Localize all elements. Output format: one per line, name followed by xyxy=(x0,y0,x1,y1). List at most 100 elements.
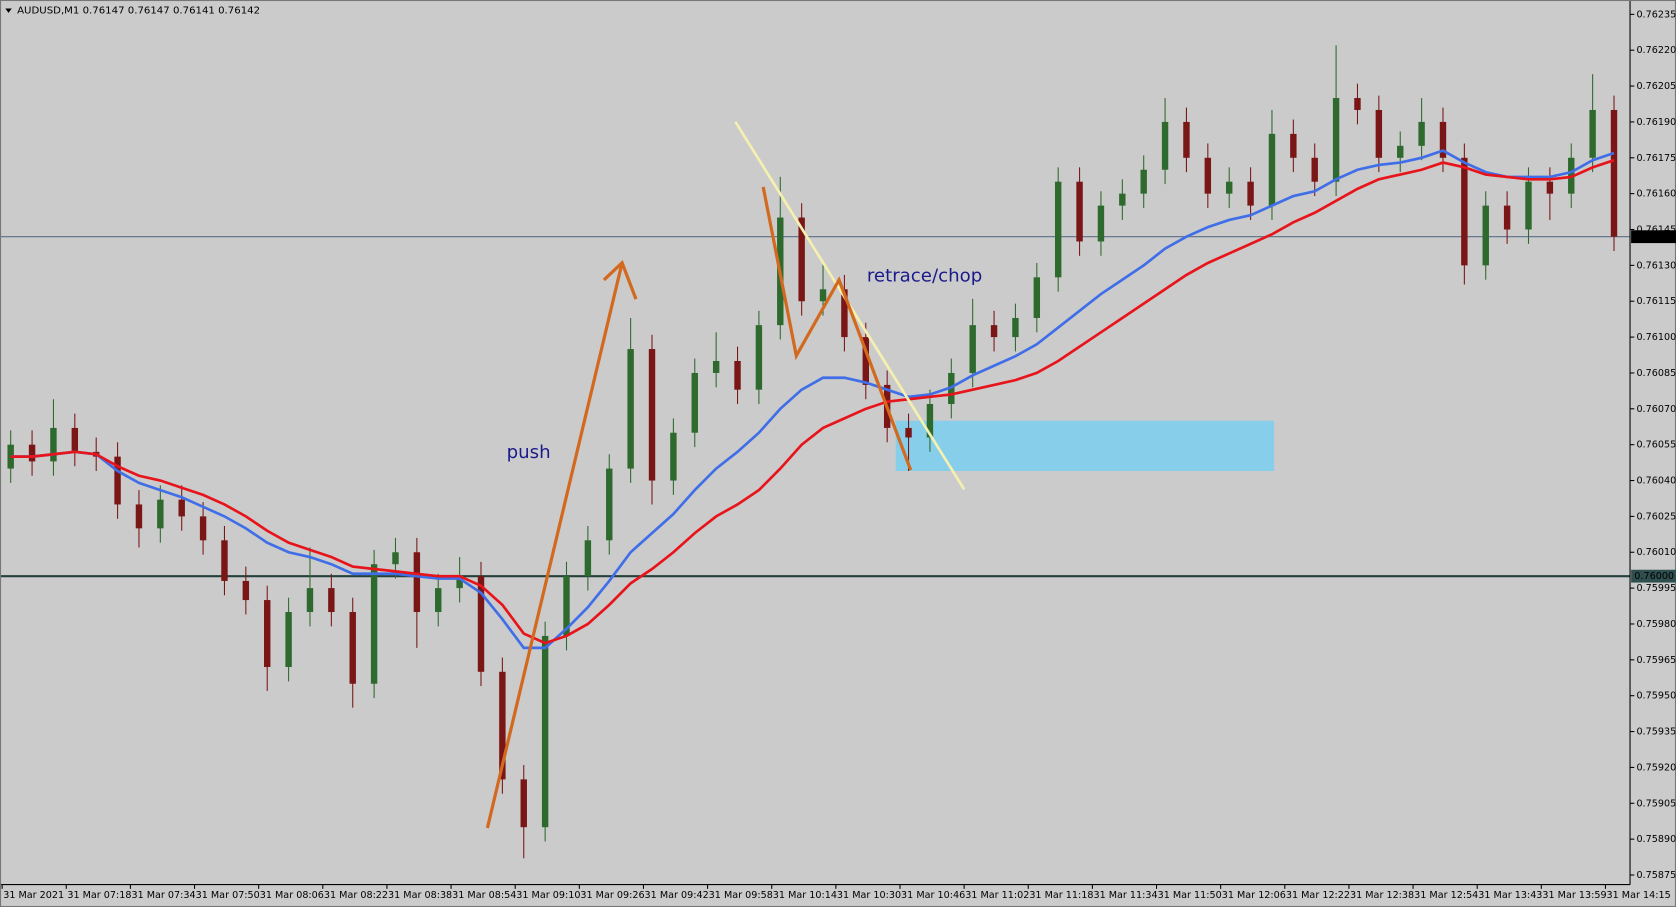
candle-body xyxy=(1076,181,1083,242)
y-tick-label: 0.76220 xyxy=(1636,45,1676,56)
candle-body xyxy=(178,499,185,517)
y-tick-label: 0.75950 xyxy=(1636,691,1676,702)
candle-body xyxy=(435,588,442,613)
candle-body xyxy=(392,552,399,565)
candle-body xyxy=(1546,181,1554,194)
candle-body xyxy=(1589,109,1596,158)
candle-body xyxy=(370,564,378,684)
moving-average xyxy=(10,158,1615,645)
candle-body xyxy=(798,217,805,302)
candle-body xyxy=(1461,157,1468,266)
y-tick-label: 0.76160 xyxy=(1636,189,1676,200)
candle-body xyxy=(264,600,271,668)
y-tick-label: 0.76205 xyxy=(1636,81,1676,92)
push-arrow-head xyxy=(602,260,638,300)
candle-body xyxy=(691,372,698,433)
x-tick-label: 31 Mar 10:46 xyxy=(901,890,965,901)
candle-body xyxy=(841,289,848,338)
y-tick-label: 0.76175 xyxy=(1636,153,1676,164)
candle-body xyxy=(28,444,36,462)
candle-body xyxy=(670,432,677,481)
candle-body xyxy=(114,456,121,505)
x-tick-label: 31 Mar 09:10 xyxy=(516,890,580,901)
x-tick-label: 31 Mar 11:02 xyxy=(965,890,1029,901)
x-tick-label: 31 Mar 08:54 xyxy=(452,890,516,901)
x-tick-label: 31 Mar 10:30 xyxy=(837,890,901,901)
candle-body xyxy=(862,337,869,385)
x-tick-label: 31 Mar 13:43 xyxy=(1478,890,1542,901)
y-tick-label: 0.76085 xyxy=(1636,368,1676,379)
x-tick-label: 31 Mar 12:54 xyxy=(1414,890,1478,901)
candle-body xyxy=(1525,181,1532,230)
candle-body xyxy=(1226,181,1233,194)
candle-body xyxy=(755,325,763,390)
candle-body xyxy=(1140,169,1147,194)
x-tick-label: 31 Mar 08:38 xyxy=(388,890,452,901)
candle-body xyxy=(199,516,207,541)
candle-body xyxy=(648,349,656,481)
x-tick-label: 31 Mar 12:22 xyxy=(1286,890,1350,901)
y-tick-label: 0.76100 xyxy=(1636,332,1676,343)
x-tick-label: 31 Mar 11:18 xyxy=(1029,890,1093,901)
y-tick-label: 0.76190 xyxy=(1636,117,1676,128)
candle-body xyxy=(306,588,314,613)
x-tick-label: 31 Mar 08:06 xyxy=(260,890,324,901)
candle-body xyxy=(1311,157,1318,182)
x-tick-label: 31 Mar 09:26 xyxy=(580,890,644,901)
menu-icon xyxy=(5,8,12,13)
candle-body xyxy=(627,349,634,469)
candle-body xyxy=(50,427,57,462)
candle-body xyxy=(734,360,741,390)
y-tick-label: 0.75965 xyxy=(1636,655,1676,666)
y-tick-label: 0.76235 xyxy=(1636,9,1676,20)
x-tick-label: 31 Mar 2021 xyxy=(3,890,64,901)
candle-body xyxy=(969,325,976,373)
candle-body xyxy=(1290,133,1297,158)
y-tick-label: 0.75920 xyxy=(1636,762,1676,773)
candle-body xyxy=(712,360,720,373)
x-tick-label: 31 Mar 07:34 xyxy=(131,890,195,901)
candle-body xyxy=(990,325,998,338)
y-tick-label: 0.76025 xyxy=(1636,511,1676,522)
candle-body xyxy=(456,576,463,589)
price-label: 0.76142 xyxy=(1634,232,1674,243)
zone xyxy=(895,420,1275,471)
y-tick-label: 0.76040 xyxy=(1636,476,1676,487)
candle-body xyxy=(905,427,912,438)
candle-body xyxy=(1482,205,1489,266)
x-tick-label: 31 Mar 12:38 xyxy=(1350,890,1414,901)
candle-body xyxy=(1397,145,1404,158)
y-tick-label: 0.75890 xyxy=(1636,834,1676,845)
y-tick-label: 0.76070 xyxy=(1636,404,1676,415)
price-label-box xyxy=(1631,230,1676,244)
y-tick-label: 0.75995 xyxy=(1636,583,1676,594)
candle-body xyxy=(1204,157,1212,194)
candle-body xyxy=(221,540,228,581)
candle-body xyxy=(1439,121,1447,158)
plot-area xyxy=(0,45,1631,859)
x-tick-label: 31 Mar 14:15 xyxy=(1607,890,1671,901)
x-tick-label: 31 Mar 07:18 xyxy=(67,890,131,901)
y-tick-label: 0.76130 xyxy=(1636,260,1676,271)
price-label: 0.76000 xyxy=(1634,571,1674,582)
candle-body xyxy=(349,612,356,684)
zigzag xyxy=(761,186,913,471)
candle-body xyxy=(926,404,934,438)
y-tick-label: 0.75980 xyxy=(1636,619,1676,630)
drawings: push retrace/chop xyxy=(485,121,982,829)
candle-body xyxy=(135,504,143,529)
y-tick-label: 0.76115 xyxy=(1636,296,1676,307)
candle-body xyxy=(1503,205,1511,230)
candle-body xyxy=(1354,98,1361,110)
y-tick-label: 0.76145 xyxy=(1636,225,1676,236)
candle-body xyxy=(1183,121,1190,158)
candle-body xyxy=(1610,109,1618,237)
moving-average xyxy=(10,149,1615,650)
x-tick-label: 31 Mar 09:42 xyxy=(645,890,709,901)
candle-body xyxy=(606,468,613,541)
x-tick-label: 31 Mar 08:22 xyxy=(324,890,388,901)
candle-body xyxy=(1418,121,1425,146)
